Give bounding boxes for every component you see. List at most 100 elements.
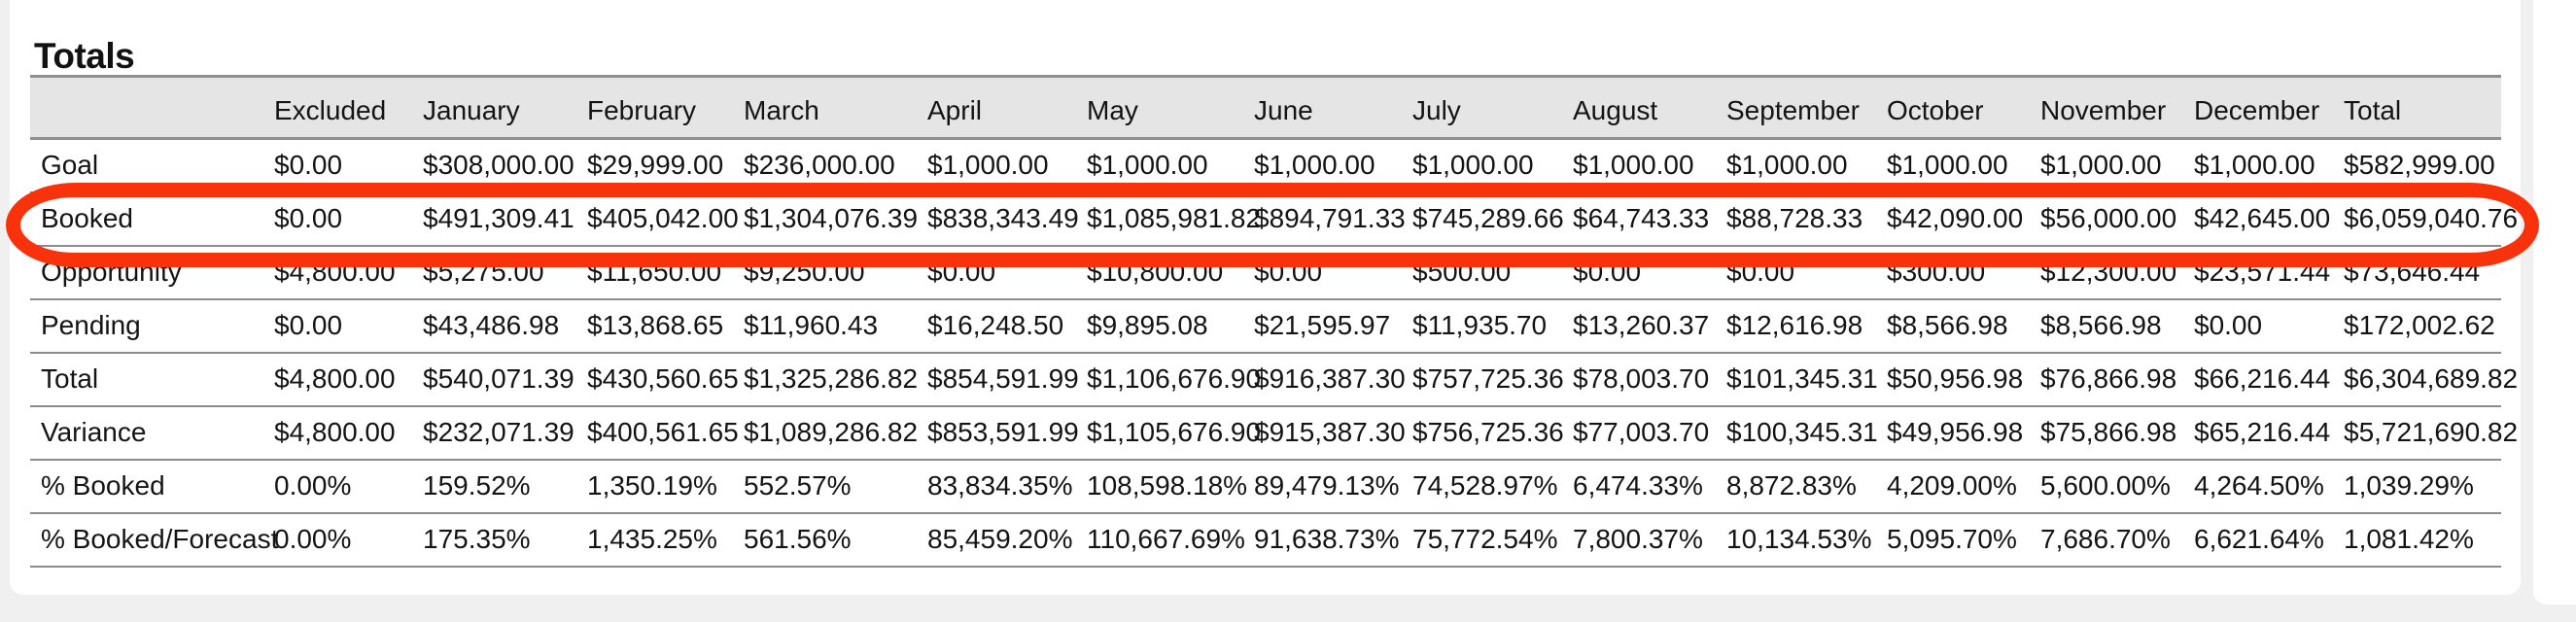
table-row: Goal $0.00 $308,000.00 $29,999.00 $236,000.0…: [30, 138, 2501, 193]
table-row: % Booked/Forecast 0.00% 175.35% 1,435.25% 56…: [30, 512, 2501, 568]
table-cell: $1,325,286.82: [733, 352, 918, 407]
table-cell: $1,000.00: [1716, 138, 1876, 193]
table-cell: 74,528.97%: [1402, 459, 1562, 514]
column-header: January: [412, 75, 576, 140]
adjacent-panel-edge: [2533, 0, 2576, 605]
table-cell: 10,134.53%: [1716, 512, 1876, 568]
table-cell: $1,085,981.82: [1076, 191, 1261, 247]
table-cell: $308,000.00: [412, 138, 576, 193]
column-header: July: [1402, 75, 1562, 140]
table-cell: $491,309.41: [412, 191, 576, 247]
table-cell: $1,000.00: [1402, 138, 1562, 193]
table-cell: 0.00%: [263, 459, 412, 514]
column-header: May: [1076, 75, 1243, 140]
table-cell: 75,772.54%: [1402, 512, 1562, 568]
table-cell: $88,728.33: [1716, 191, 1876, 247]
column-header: September: [1716, 75, 1876, 140]
table-cell: $500.00: [1402, 245, 1562, 300]
table-cell: $43,486.98: [412, 298, 576, 354]
table-cell: $853,591.99: [917, 405, 1079, 461]
table-cell: $4,800.00: [263, 352, 412, 407]
table-cell: $1,000.00: [2183, 138, 2333, 193]
table-cell: $0.00: [1716, 245, 1876, 300]
table-cell: $0.00: [917, 245, 1076, 300]
table-cell: $29,999.00: [576, 138, 733, 193]
table-cell: $66,216.44: [2183, 352, 2333, 407]
column-header: November: [2030, 75, 2183, 140]
row-label: % Booked/Forecast: [30, 512, 278, 568]
table-cell: $21,595.97: [1243, 298, 1402, 354]
column-header: June: [1243, 75, 1402, 140]
table-cell: $236,000.00: [733, 138, 917, 193]
table-cell: 1,435.25%: [576, 512, 733, 568]
table-cell: $756,725.36: [1402, 405, 1564, 461]
table-cell: $582,999.00: [2333, 138, 2501, 193]
table-cell: $5,275.00: [412, 245, 576, 300]
table-cell: $1,304,076.39: [733, 191, 918, 247]
table-cell: 110,667.69%: [1076, 512, 1245, 568]
table-cell: $916,387.30: [1243, 352, 1406, 407]
row-label: Total: [30, 352, 263, 407]
column-header: March: [733, 75, 917, 140]
row-label: Variance: [30, 405, 263, 461]
table-cell: $1,000.00: [917, 138, 1076, 193]
table-row: Pending $0.00 $43,486.98 $13,868.65 $11,960.…: [30, 298, 2501, 354]
table-cell: 7,686.70%: [2030, 512, 2183, 568]
table-cell: $540,071.39: [412, 352, 576, 407]
page-title: Totals: [34, 35, 135, 76]
totals-table-header-row: Excluded January February March April May June…: [30, 75, 2501, 140]
table-cell: $1,106,676.90: [1076, 352, 1261, 407]
table-cell: 8,872.83%: [1716, 459, 1876, 514]
totals-table-header: Excluded January February March April May June…: [30, 75, 2501, 140]
table-cell: $405,042.00: [576, 191, 739, 247]
table-cell: $76,866.98: [2030, 352, 2183, 407]
table-cell: $12,616.98: [1716, 298, 1876, 354]
row-label: Goal: [30, 138, 263, 193]
table-cell: $65,216.44: [2183, 405, 2333, 461]
table-cell: 1,350.19%: [576, 459, 733, 514]
table-cell: $172,002.62: [2333, 298, 2501, 354]
table-cell: $49,956.98: [1876, 405, 2030, 461]
table-cell: 175.35%: [412, 512, 576, 568]
table-cell: 89,479.13%: [1243, 459, 1402, 514]
table-cell: $100,345.31: [1716, 405, 1878, 461]
table-cell: 552.57%: [733, 459, 917, 514]
table-cell: $0.00: [1562, 245, 1716, 300]
row-label: Booked: [30, 191, 263, 247]
table-cell: $757,725.36: [1402, 352, 1564, 407]
table-row: % Booked 0.00% 159.52% 1,350.19% 552.57% 83,8…: [30, 459, 2501, 514]
table-cell: $0.00: [263, 191, 412, 247]
table-cell: $42,090.00: [1876, 191, 2030, 247]
table-cell: $6,059,040.76: [2333, 191, 2518, 247]
table-cell: 91,638.73%: [1243, 512, 1402, 568]
table-cell: 5,095.70%: [1876, 512, 2030, 568]
table-cell: 0.00%: [263, 512, 412, 568]
row-label: Opportunity: [30, 245, 263, 300]
table-cell: $430,560.65: [576, 352, 739, 407]
table-cell: 5,600.00%: [2030, 459, 2183, 514]
table-cell: $854,591.99: [917, 352, 1079, 407]
table-cell: 108,598.18%: [1076, 459, 1247, 514]
table-cell: $5,721,690.82: [2333, 405, 2518, 461]
table-cell: $1,000.00: [1876, 138, 2030, 193]
table-cell: $9,895.08: [1076, 298, 1243, 354]
table-cell: $8,566.98: [1876, 298, 2030, 354]
table-cell: 83,834.35%: [917, 459, 1076, 514]
column-header: Total: [2333, 75, 2501, 140]
row-label: Pending: [30, 298, 263, 354]
table-cell: $745,289.66: [1402, 191, 1564, 247]
column-header: August: [1562, 75, 1716, 140]
table-cell: $13,260.37: [1562, 298, 1716, 354]
table-cell: 7,800.37%: [1562, 512, 1716, 568]
column-header: February: [576, 75, 733, 140]
table-cell: $11,650.00: [576, 245, 733, 300]
table-cell: $1,000.00: [1243, 138, 1402, 193]
table-cell: $11,935.70: [1402, 298, 1562, 354]
column-header: December: [2183, 75, 2333, 140]
table-cell: $6,304,689.82: [2333, 352, 2518, 407]
table-cell: $16,248.50: [917, 298, 1076, 354]
table-cell: 4,264.50%: [2183, 459, 2333, 514]
table-cell: $300.00: [1876, 245, 2030, 300]
table-cell: $42,645.00: [2183, 191, 2333, 247]
table-cell: $0.00: [263, 138, 412, 193]
